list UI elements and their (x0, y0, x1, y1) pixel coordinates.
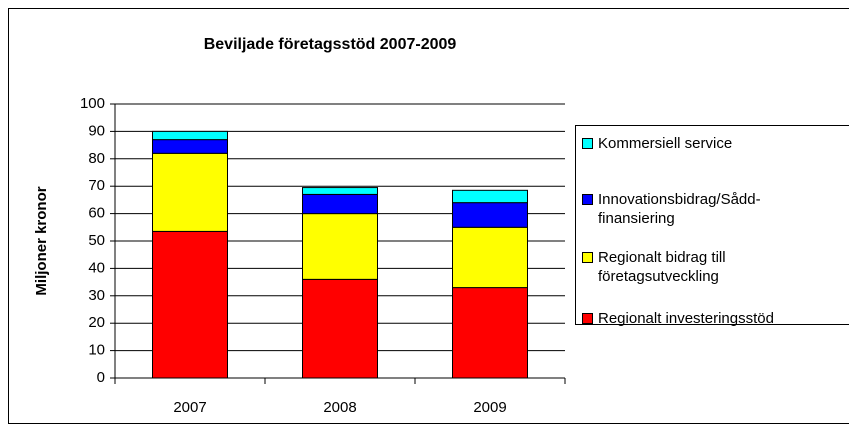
bar-segment (452, 202, 528, 228)
bar-segment (302, 213, 378, 280)
x-tick-label: 2007 (173, 399, 206, 416)
legend-swatch (582, 138, 593, 149)
legend-label: Regionalt investeringsstöd (598, 310, 774, 327)
y-tick-label: 80 (88, 150, 105, 167)
y-tick-label: 0 (97, 369, 105, 386)
y-tick-label: 20 (88, 314, 105, 331)
bar-segment (152, 230, 228, 379)
bar-segment (452, 226, 528, 289)
y-tick-label: 30 (88, 287, 105, 304)
legend-swatch (582, 252, 593, 263)
legend-swatch (582, 194, 593, 205)
legend-item: Kommersiell service (582, 134, 788, 153)
legend-label: Kommersiell service (598, 135, 733, 152)
legend-label: Regionalt bidrag till företagsutveckling (598, 249, 726, 285)
y-axis-label: Miljoner kronor (33, 186, 50, 295)
y-tick-label: 100 (80, 95, 105, 112)
legend-item: Regionalt bidrag till företagsutveckling (582, 248, 788, 286)
x-tick-label: 2009 (473, 399, 506, 416)
bar-segment (302, 187, 378, 195)
y-tick-label: 40 (88, 259, 105, 276)
y-tick-label: 70 (88, 177, 105, 194)
bar-segment (452, 189, 528, 204)
y-tick-label: 60 (88, 205, 105, 222)
x-tick-label: 2008 (323, 399, 356, 416)
y-tick-label: 90 (88, 122, 105, 139)
bar-segment (152, 130, 228, 141)
bar-segment (152, 139, 228, 154)
legend-item: Regionalt investeringsstöd (582, 309, 788, 328)
chart-title: Beviljade företagsstöd 2007-2009 (204, 36, 457, 53)
bar-segment (302, 278, 378, 379)
legend-item: Innovationsbidrag/Sådd-finansiering (582, 190, 788, 228)
legend: Regionalt investeringsstöd Regionalt bidr… (575, 125, 849, 328)
bar-segment (302, 193, 378, 215)
y-tick-label: 10 (88, 342, 105, 359)
bar-segment (452, 287, 528, 379)
bar-segment (152, 152, 228, 232)
legend-label: Innovationsbidrag/Sådd-finansiering (598, 191, 761, 227)
legend-swatch (582, 313, 593, 324)
y-tick-label: 50 (88, 232, 105, 249)
